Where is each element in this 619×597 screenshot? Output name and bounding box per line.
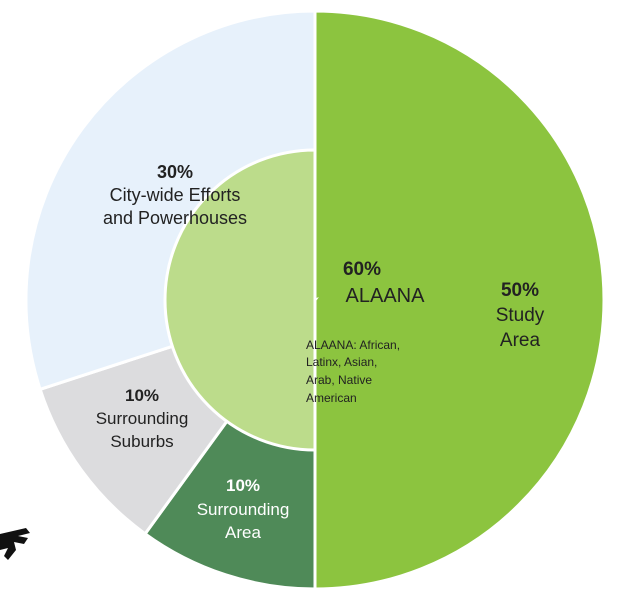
inner-name-label: ALAANA <box>346 285 426 307</box>
inner-pct-label: 60% <box>343 259 381 280</box>
slice-name-label: and Powerhouses <box>103 208 247 228</box>
inner-note-line: ALAANA: African, <box>306 338 400 352</box>
slice-name-label: Area <box>500 330 541 351</box>
slice-name-label: Surrounding <box>197 500 290 519</box>
slice-name-label: Study <box>496 305 545 326</box>
inner-note-line: American <box>306 391 357 405</box>
inner-note-line: Arab, Native <box>306 373 372 387</box>
slice-pct-label: 50% <box>501 280 539 301</box>
slice-name-label: Area <box>225 523 261 542</box>
slice-name-label: Surrounding <box>96 409 189 428</box>
inner-note-line: Latinx, Asian, <box>306 355 377 369</box>
slice-pct-label: 30% <box>157 162 193 182</box>
slice-name-label: Suburbs <box>110 432 173 451</box>
slice-label-study-area: 50% Study Area <box>496 280 545 351</box>
logo-fragment-icon <box>0 528 30 560</box>
slice-pct-label: 10% <box>125 386 159 405</box>
slice-name-label: City-wide Efforts <box>110 185 241 205</box>
pie-slice-study-area <box>313 9 606 591</box>
slice-label-surrounding-suburbs: 10% Surrounding Suburbs <box>96 386 189 451</box>
inner-slice-alaana <box>163 148 317 452</box>
slice-label-city-wide: 30% City-wide Efforts and Powerhouses <box>103 162 247 228</box>
slice-label-surrounding-area: 10% Surrounding Area <box>197 476 290 542</box>
inner-label-alaana: 60% ALAANA ALAANA: African, Latinx, Asia… <box>306 259 425 405</box>
slice-pct-label: 10% <box>226 476 260 495</box>
